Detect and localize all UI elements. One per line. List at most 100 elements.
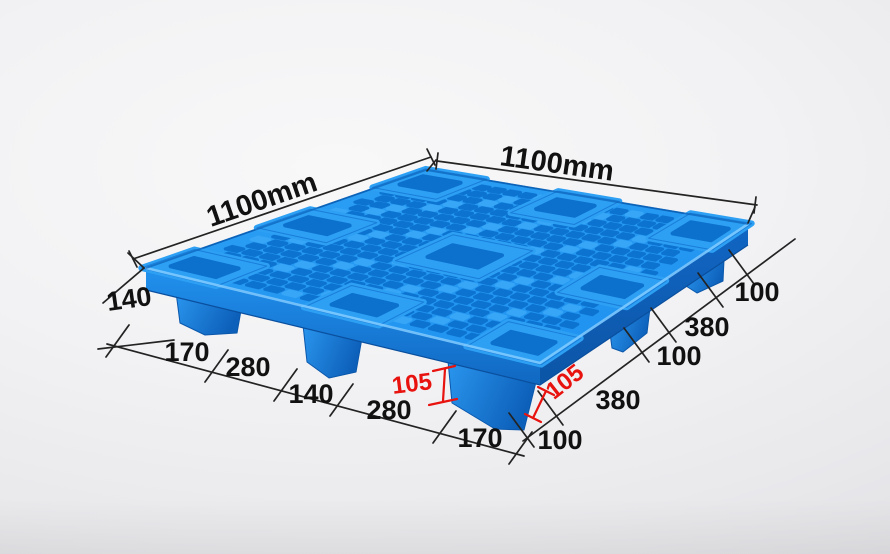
vent-hole: [368, 230, 389, 239]
vent-hole: [348, 204, 370, 213]
dimension-label: 100: [656, 341, 701, 371]
vent-hole: [403, 277, 424, 286]
dimension-label: 140: [288, 379, 333, 409]
vent-hole: [530, 231, 550, 240]
vent-hole: [559, 245, 580, 254]
vent-hole: [640, 212, 659, 221]
leg-pad-cup: [168, 256, 241, 280]
dimension-line: [435, 152, 439, 170]
dimension-label: 280: [366, 395, 411, 425]
vent-hole: [621, 217, 641, 226]
vent-hole: [291, 267, 313, 277]
vent-hole: [562, 238, 582, 247]
vent-hole: [473, 292, 494, 302]
dimension-line: [105, 324, 130, 358]
vent-hole: [294, 260, 316, 269]
vent-hole: [608, 254, 628, 264]
vent-hole: [248, 273, 270, 283]
vent-hole: [333, 261, 354, 270]
vent-hole: [385, 273, 407, 282]
dimension-line: [329, 383, 354, 417]
vent-hole: [287, 274, 309, 284]
vent-hole: [453, 296, 474, 306]
dimension-label: 380: [595, 385, 640, 415]
vent-hole: [449, 312, 471, 322]
vent-hole: [329, 268, 351, 278]
vent-hole: [308, 271, 330, 281]
vent-hole: [637, 220, 656, 229]
vent-hole: [269, 270, 292, 280]
dimension-line: [426, 159, 437, 172]
vent-hole: [365, 276, 386, 286]
vent-hole: [616, 232, 635, 241]
vent-hole: [600, 229, 620, 238]
vent-hole: [406, 201, 427, 209]
dimension-line: [432, 410, 457, 444]
vent-hole: [284, 243, 306, 252]
vent-hole: [517, 221, 538, 230]
vent-hole: [364, 237, 386, 246]
dimension-label: 280: [225, 352, 270, 382]
vent-hole: [511, 236, 531, 245]
dimension-label: 380: [684, 312, 729, 342]
leg-pad-cup: [283, 215, 352, 237]
vent-hole: [357, 251, 378, 260]
vent-hole: [554, 260, 575, 269]
leg-pad-cup: [425, 243, 504, 270]
vent-hole: [562, 303, 582, 313]
vent-hole: [263, 285, 285, 294]
vent-hole: [273, 263, 295, 273]
vent-hole: [489, 209, 510, 217]
leg-pad-outline: [371, 168, 488, 200]
vent-hole: [592, 251, 612, 261]
vent-hole: [525, 304, 546, 313]
vent-hole: [501, 218, 522, 227]
vent-hole: [322, 243, 344, 252]
vent-hole: [514, 276, 535, 286]
vent-hole: [385, 204, 406, 212]
leg-pad-cup: [580, 275, 645, 300]
vent-hole: [281, 289, 304, 299]
vent-hole: [305, 279, 327, 288]
vent-hole: [433, 300, 455, 309]
vent-hole: [597, 236, 617, 245]
vent-hole: [347, 272, 369, 282]
vent-hole: [506, 308, 527, 318]
vent-hole: [347, 233, 369, 242]
vent-hole: [353, 198, 374, 206]
vent-hole: [584, 226, 604, 235]
vent-hole: [413, 217, 434, 225]
vent-hole: [409, 223, 430, 232]
vent-hole: [550, 275, 570, 285]
vent-hole: [457, 280, 479, 290]
leg-pad-cup: [397, 174, 463, 194]
dimension-line: [273, 368, 298, 402]
vent-hole: [661, 248, 680, 257]
vent-hole: [374, 254, 396, 264]
vent-hole: [284, 282, 306, 291]
vent-hole: [369, 201, 390, 209]
vent-hole: [643, 253, 662, 262]
leg-height-dimension-line: [431, 364, 457, 373]
vent-hole: [576, 248, 596, 257]
vent-hole: [360, 244, 382, 253]
vent-hole: [431, 308, 453, 317]
vent-hole: [422, 204, 443, 212]
vent-hole: [492, 288, 513, 298]
vent-hole: [538, 257, 558, 266]
vent-hole: [471, 184, 492, 192]
vent-hole: [298, 253, 320, 262]
vent-hole: [451, 304, 472, 313]
leg-pad-cup: [490, 329, 558, 356]
vent-hole: [423, 273, 444, 282]
vent-hole: [438, 284, 459, 294]
vent-hole: [573, 256, 593, 265]
dimension-line: [508, 412, 535, 448]
vent-hole: [478, 199, 498, 208]
vent-hole: [533, 272, 554, 281]
vent-hole: [624, 258, 644, 267]
vent-hole: [578, 241, 598, 250]
vent-hole: [411, 311, 433, 321]
vent-hole: [535, 264, 556, 274]
vent-hole: [377, 247, 399, 256]
